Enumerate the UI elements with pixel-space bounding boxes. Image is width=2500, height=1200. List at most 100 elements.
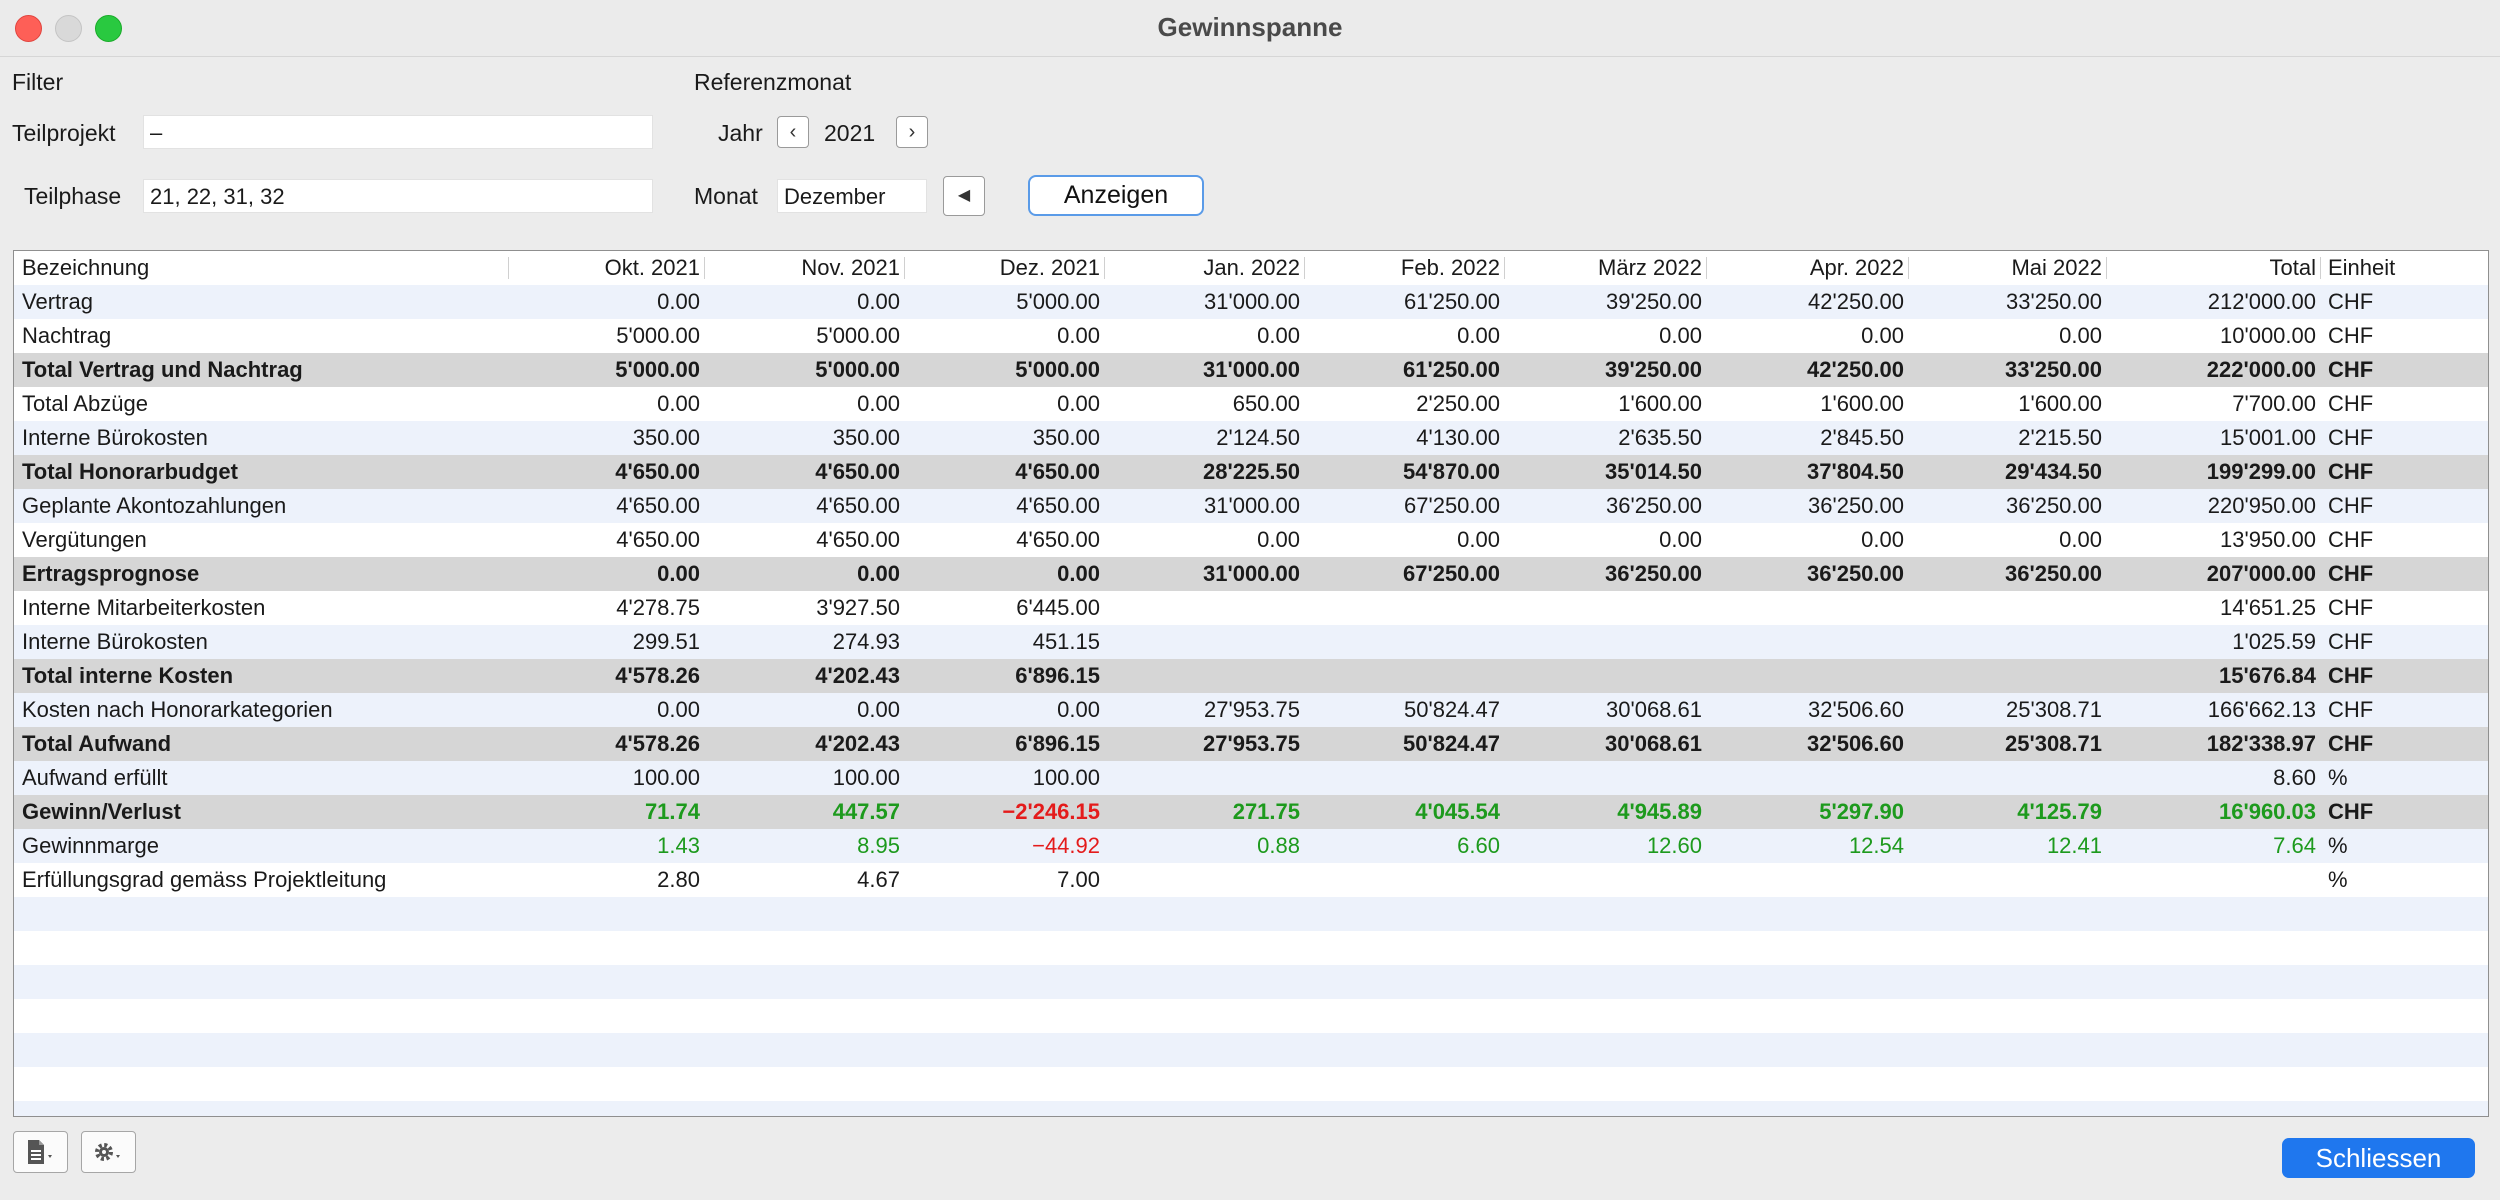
close-window-button[interactable]	[15, 15, 42, 42]
column-header[interactable]: Dez. 2021	[999, 255, 1100, 280]
table-cell: 0.00	[1861, 527, 1904, 552]
table-cell: 6'896.15	[1015, 663, 1100, 688]
column-header[interactable]: Okt. 2021	[604, 255, 700, 280]
column-separator[interactable]	[904, 257, 905, 279]
previous-year-button[interactable]: ‹	[777, 116, 809, 148]
table-row[interactable]: Kosten nach Honorarkategorien 0.00 0.00 0.0…	[14, 693, 2488, 727]
table-cell: 100.00	[1032, 765, 1100, 790]
table-cell: 13'950.00	[2220, 527, 2316, 552]
table-row[interactable]: Total Vertrag und Nachtrag 5'000.00 5'000.…	[14, 353, 2488, 387]
table-cell: 2'215.50	[2018, 425, 2102, 450]
column-header[interactable]: Feb. 2022	[1400, 255, 1500, 280]
table-cell: 7'700.00	[2232, 391, 2316, 416]
table-cell: 0.00	[1457, 323, 1500, 348]
table-cell: 71.74	[644, 799, 700, 824]
column-separator[interactable]	[1304, 257, 1305, 279]
table-cell: 1'025.59	[2232, 629, 2316, 654]
column-header[interactable]: Apr. 2022	[1809, 255, 1904, 280]
table-cell: 0.00	[857, 289, 900, 314]
settings-menu-button[interactable]	[81, 1131, 136, 1173]
table-cell: 0.00	[1057, 323, 1100, 348]
table-row[interactable]: Gewinn/Verlust 71.74 447.57 −2'246.15 271.75…	[14, 795, 2488, 829]
table-cell: 12.54	[1848, 833, 1904, 858]
unit-cell: CHF	[2328, 629, 2374, 654]
empty-table-row	[14, 1033, 2488, 1067]
table-cell: 7.00	[1057, 867, 1100, 892]
column-separator[interactable]	[704, 257, 705, 279]
table-cell: 299.51	[632, 629, 700, 654]
teilprojekt-field[interactable]: –	[143, 115, 653, 149]
column-separator[interactable]	[1908, 257, 1909, 279]
teilphase-field[interactable]: 21, 22, 31, 32	[143, 179, 653, 213]
column-separator[interactable]	[1706, 257, 1707, 279]
table-row[interactable]: Nachtrag 5'000.00 5'000.00 0.00 0.00 0.00 0.00…	[14, 319, 2488, 353]
column-header[interactable]: Mai 2022	[2011, 255, 2102, 280]
row-label: Total Abzüge	[22, 391, 148, 416]
table-row[interactable]: Total Aufwand 4'578.26 4'202.43 6'896.15 27'…	[14, 727, 2488, 761]
row-label: Kosten nach Honorarkategorien	[22, 697, 333, 722]
table-cell: 0.00	[1659, 323, 1702, 348]
column-separator[interactable]	[1504, 257, 1505, 279]
column-separator[interactable]	[508, 257, 509, 279]
schliessen-button[interactable]: Schliessen	[2282, 1138, 2475, 1178]
table-cell: 4'045.54	[1415, 799, 1500, 824]
unit-cell: CHF	[2328, 323, 2374, 348]
table-cell: 4'650.00	[616, 527, 700, 552]
table-row[interactable]: Total interne Kosten 4'578.26 4'202.43 6'89…	[14, 659, 2488, 693]
table-cell: 4'650.00	[1016, 493, 1100, 518]
table-row[interactable]: Vergütungen 4'650.00 4'650.00 4'650.00 0.00 0…	[14, 523, 2488, 557]
column-header[interactable]: Nov. 2021	[801, 255, 900, 280]
anzeigen-button[interactable]: Anzeigen	[1028, 175, 1204, 216]
empty-table-row	[14, 931, 2488, 965]
unit-cell: CHF	[2328, 731, 2374, 756]
table-cell: 2.80	[657, 867, 700, 892]
row-label: Ertragsprognose	[22, 561, 200, 586]
column-separator[interactable]	[2106, 257, 2107, 279]
minimize-window-button[interactable]	[55, 15, 82, 42]
row-label: Nachtrag	[22, 323, 112, 348]
table-row[interactable]: Ertragsprognose 0.00 0.00 0.00 31'000.00 67'2…	[14, 557, 2488, 591]
table-row[interactable]: Total Abzüge 0.00 0.00 0.00 650.00 2'250.00 1'…	[14, 387, 2488, 421]
window-title: Gewinnspanne	[1157, 12, 1343, 42]
table-row[interactable]: Interne Bürokosten 299.51 274.93 451.15 1'02…	[14, 625, 2488, 659]
export-menu-button[interactable]	[13, 1131, 68, 1173]
table-cell: 4'130.00	[1416, 425, 1500, 450]
table-row[interactable]: Gewinnmarge 1.43 8.95 −44.92 0.88 6.60 12.60 12…	[14, 829, 2488, 863]
monat-field[interactable]: Dezember	[777, 179, 927, 213]
monat-dropdown-button[interactable]: ◀	[943, 176, 985, 216]
maximize-window-button[interactable]	[95, 15, 122, 42]
table-cell: 36'250.00	[2006, 493, 2102, 518]
table-cell: 0.00	[1057, 697, 1100, 722]
unit-cell: CHF	[2328, 527, 2374, 552]
table-cell: 0.00	[657, 391, 700, 416]
table-row[interactable]: Interne Bürokosten 350.00 350.00 350.00 2'12…	[14, 421, 2488, 455]
column-separator[interactable]	[2320, 257, 2321, 279]
profit-margin-table[interactable]: Bezeichnung Okt. 2021 Nov. 2021 Dez. 2021 Ja…	[13, 250, 2489, 1117]
table-cell: 37'804.50	[1807, 459, 1904, 484]
unit-cell: CHF	[2328, 663, 2374, 688]
table-cell: 31'000.00	[1203, 357, 1300, 382]
table-row[interactable]: Interne Mitarbeiterkosten 4'278.75 3'927.5…	[14, 591, 2488, 625]
table-cell: 447.57	[832, 799, 900, 824]
table-cell: 100.00	[632, 765, 700, 790]
table-row[interactable]: Aufwand erfüllt 100.00 100.00 100.00 8.60%	[14, 761, 2488, 795]
table-cell: 0.00	[2059, 323, 2102, 348]
column-header[interactable]: März 2022	[1598, 255, 1702, 280]
next-year-button[interactable]: ›	[896, 116, 928, 148]
table-cell: 16'960.03	[2219, 799, 2316, 824]
table-cell: 199'299.00	[2206, 459, 2316, 484]
table-cell: 39'250.00	[1606, 289, 1702, 314]
column-header[interactable]: Bezeichnung	[22, 255, 150, 280]
table-row[interactable]: Erfüllungsgrad gemäss Projektleitung 2.80…	[14, 863, 2488, 897]
column-header[interactable]: Jan. 2022	[1203, 255, 1300, 280]
table-row[interactable]: Vertrag 0.00 0.00 5'000.00 31'000.00 61'250.0…	[14, 285, 2488, 319]
table-cell: 0.00	[857, 561, 900, 586]
table-row[interactable]: Total Honorarbudget 4'650.00 4'650.00 4'650…	[14, 455, 2488, 489]
empty-table-row	[14, 897, 2488, 931]
column-header[interactable]: Total	[2269, 255, 2316, 280]
column-separator[interactable]	[1104, 257, 1105, 279]
column-header[interactable]: Einheit	[2328, 255, 2396, 280]
table-cell: 4'578.26	[615, 731, 700, 756]
table-row[interactable]: Geplante Akontozahlungen 4'650.00 4'650.00…	[14, 489, 2488, 523]
unit-cell: CHF	[2328, 595, 2374, 620]
